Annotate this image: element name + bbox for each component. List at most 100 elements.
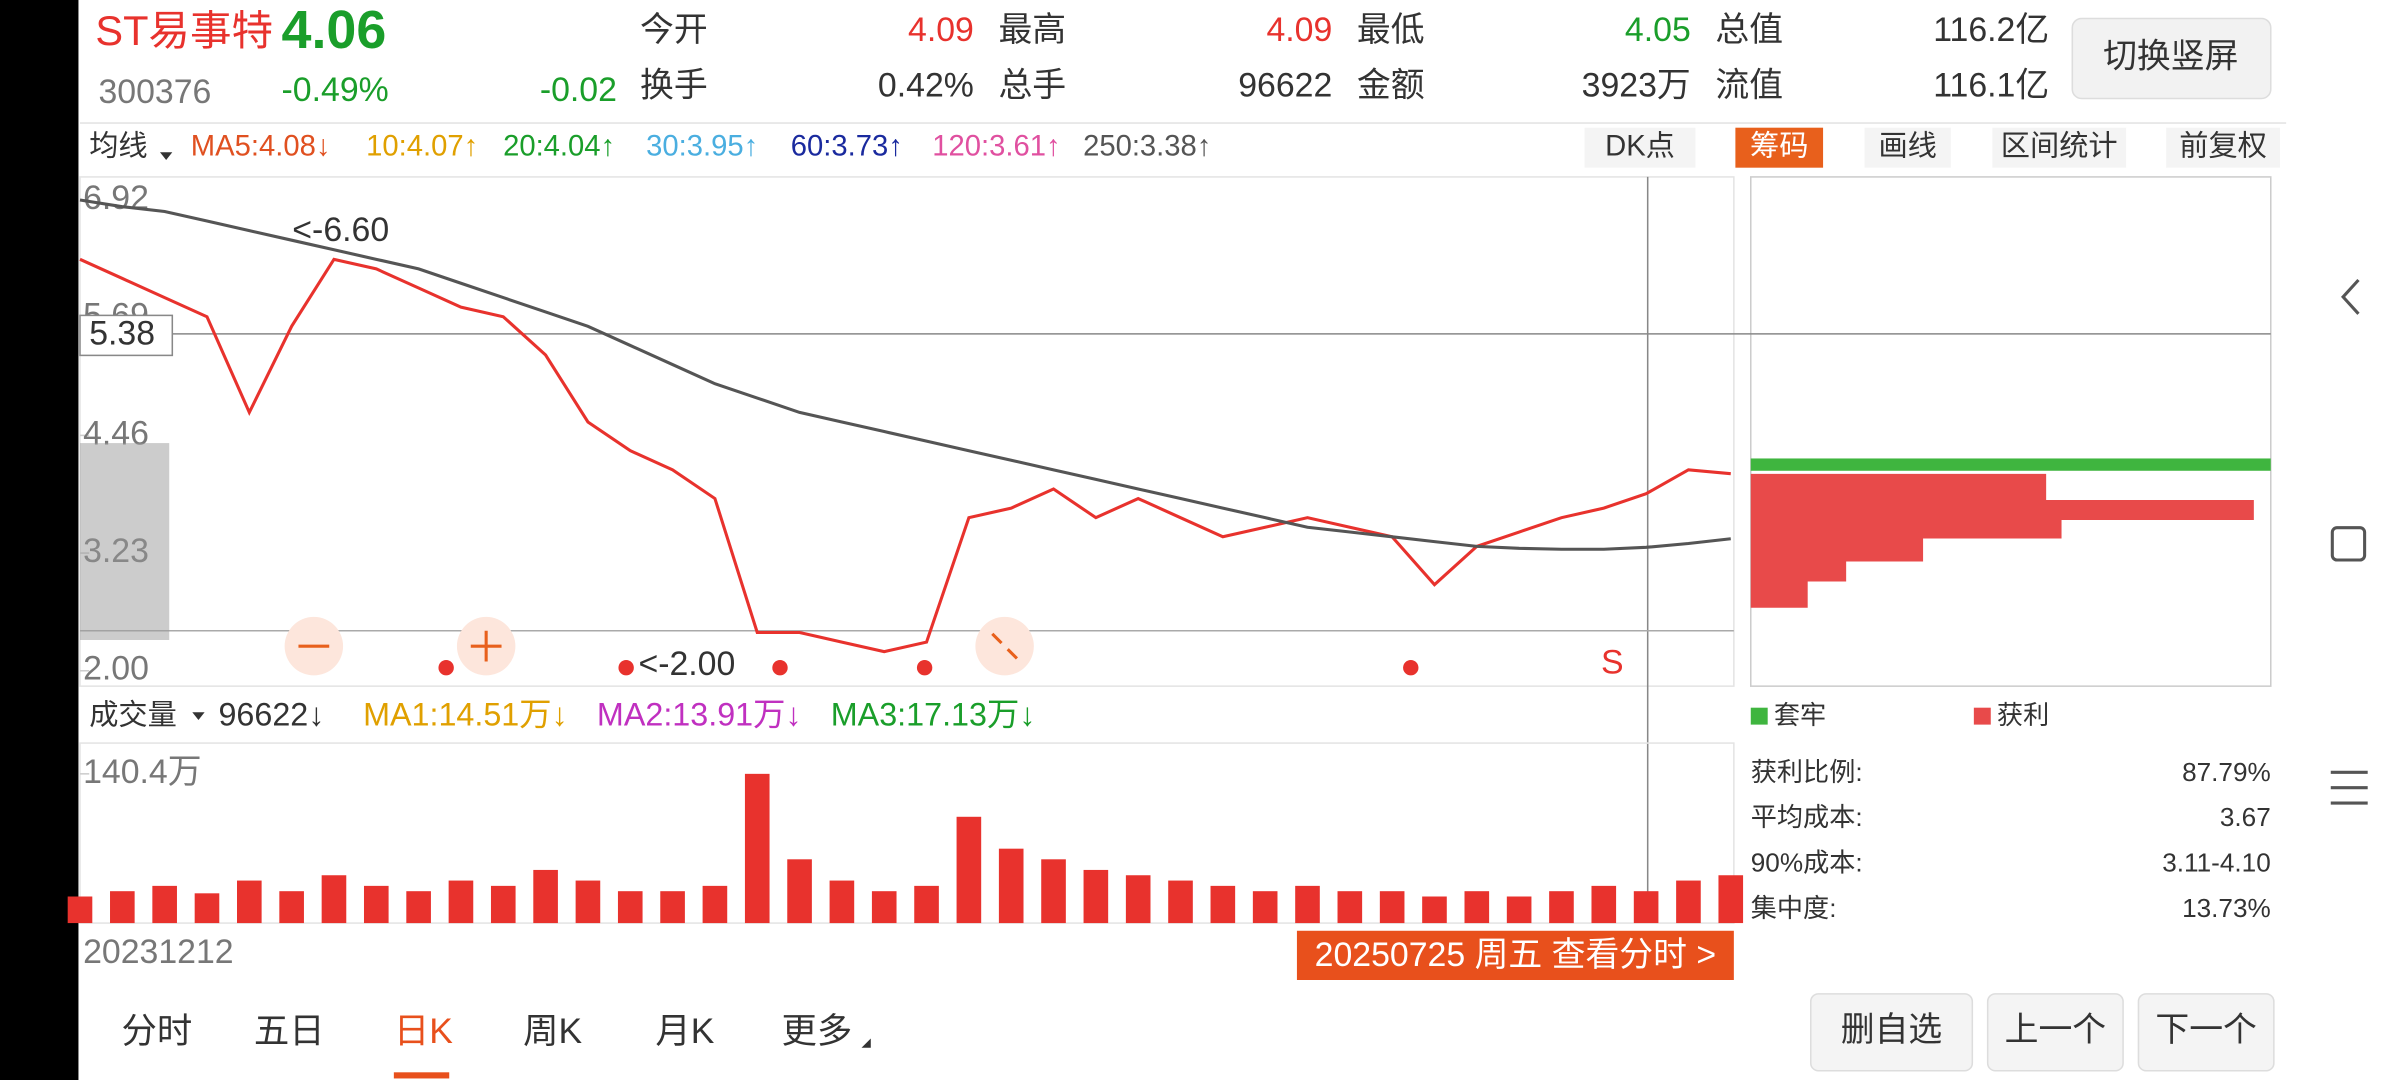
volume-bar	[660, 891, 685, 924]
volume-bar	[110, 891, 135, 924]
quote-value: 4.09	[1266, 11, 1332, 49]
stat-value: 3.67	[2220, 802, 2271, 832]
crosshair-label: 5.38	[89, 314, 155, 352]
ma-value: 30:3.95↑	[646, 130, 758, 162]
signal: S	[1601, 644, 1624, 682]
legend-label: 获利	[1997, 700, 2049, 730]
ma-value: 120:3.61↑	[932, 130, 1060, 162]
change-pct: -0.49%	[282, 71, 389, 109]
volume-bar	[237, 880, 262, 924]
chips-panel	[1750, 176, 2272, 687]
action-button[interactable]	[1810, 993, 1974, 1072]
volume-bar	[448, 880, 474, 924]
price-panel	[79, 176, 1735, 687]
volume-bar	[744, 773, 770, 924]
tab[interactable]: 分时	[122, 1012, 193, 1051]
tool-button[interactable]	[1992, 127, 2127, 168]
volume-bar	[1295, 885, 1320, 924]
quote-label: 金额	[1357, 67, 1425, 105]
high-annotation: <-6.60	[292, 211, 389, 249]
ma-value: 20:4.04↑	[503, 130, 615, 162]
volume-bar	[1718, 875, 1744, 924]
quote-value: 116.1亿	[1933, 67, 2049, 105]
stat-label: 获利比例:	[1751, 757, 1863, 787]
rotate-button[interactable]	[2071, 17, 2272, 100]
ma-value: 60:3.73↑	[791, 130, 903, 162]
signal-dots	[438, 660, 1419, 676]
legend-swatch	[1973, 707, 1991, 725]
volume-bar	[956, 816, 982, 924]
volume-bar	[575, 880, 601, 924]
low-annotation: <-2.00	[638, 645, 735, 683]
tool-label: 筹码	[1750, 129, 1808, 162]
ma-label: 均线	[89, 129, 147, 162]
crosshair-label-box	[79, 314, 174, 357]
quote-label: 总值	[1715, 11, 1783, 49]
scroll-handle[interactable]	[80, 443, 170, 640]
cursor-date-box[interactable]	[1296, 930, 1734, 980]
tab[interactable]: 月K	[655, 1012, 714, 1051]
volume-bar	[1422, 896, 1447, 924]
nav-back[interactable]	[2340, 278, 2360, 315]
action-label: 下一个	[2155, 1011, 2256, 1049]
ma-value: MA5:4.08↓	[191, 130, 331, 162]
quote-value: 0.42%	[878, 67, 974, 105]
volume-bar	[194, 893, 220, 924]
stat-label: 90%成本:	[1751, 848, 1863, 878]
tool-button[interactable]	[2166, 127, 2280, 168]
volume-bar	[998, 848, 1024, 924]
tool-button[interactable]	[1735, 127, 1824, 168]
action-button[interactable]	[1986, 993, 2124, 1072]
tool-label: 画线	[1878, 129, 1936, 162]
tool-button[interactable]	[1864, 127, 1951, 168]
volume-bar	[152, 885, 177, 924]
action-button[interactable]	[2137, 993, 2275, 1072]
tab[interactable]: 更多	[782, 1012, 853, 1051]
quote-value: 3923万	[1582, 67, 1691, 105]
quote-label: 流值	[1715, 67, 1783, 105]
dropdown-caret	[160, 152, 173, 160]
volume-bar	[279, 891, 304, 924]
tab[interactable]: 五日	[254, 1012, 325, 1051]
chips-profit-top	[1750, 458, 2271, 471]
tab[interactable]: 周K	[523, 1012, 582, 1051]
start-date: 20231212	[83, 933, 234, 971]
volume-bar	[1168, 880, 1193, 924]
stat-label: 平均成本:	[1751, 802, 1863, 832]
volume-ma: 96622↓	[218, 696, 324, 732]
quote-label: 换手	[640, 67, 708, 105]
y-tick-label: 6.92	[83, 179, 149, 217]
volume-bar	[1337, 891, 1363, 924]
volume-bar	[1633, 891, 1659, 924]
quote-value: 4.09	[908, 11, 974, 49]
volume-bar	[1041, 859, 1066, 924]
tool-label: 前复权	[2179, 129, 2267, 162]
volume-bar	[702, 885, 728, 924]
volume-bar	[617, 891, 643, 924]
volume-bar	[321, 875, 347, 924]
collapse[interactable]	[975, 616, 1034, 676]
volume-bar	[871, 891, 897, 924]
y-tick-label: 2.00	[83, 650, 149, 688]
legend-label: 套牢	[1774, 700, 1826, 730]
volume-bar	[1125, 875, 1151, 924]
change: -0.02	[540, 71, 617, 109]
ma-value: 250:3.38↑	[1083, 130, 1211, 162]
quote-label: 今开	[640, 11, 708, 49]
legend-swatch	[1750, 707, 1768, 725]
tool-button[interactable]	[1584, 127, 1696, 168]
dropdown-caret	[192, 712, 205, 720]
volume-bar	[1506, 896, 1532, 924]
action-label: 上一个	[2005, 1011, 2106, 1049]
collapse-icon	[991, 632, 1019, 660]
stat-value: 3.11-4.10	[2162, 848, 2271, 878]
volume-bar	[787, 859, 812, 924]
tab[interactable]: 日K	[394, 1012, 453, 1051]
volume-label: 成交量	[89, 699, 177, 732]
quote-label: 最低	[1357, 11, 1425, 49]
nav-home[interactable]	[2330, 526, 2367, 562]
price: 4.06	[282, 0, 387, 60]
nav-menu[interactable]	[2330, 770, 2368, 805]
